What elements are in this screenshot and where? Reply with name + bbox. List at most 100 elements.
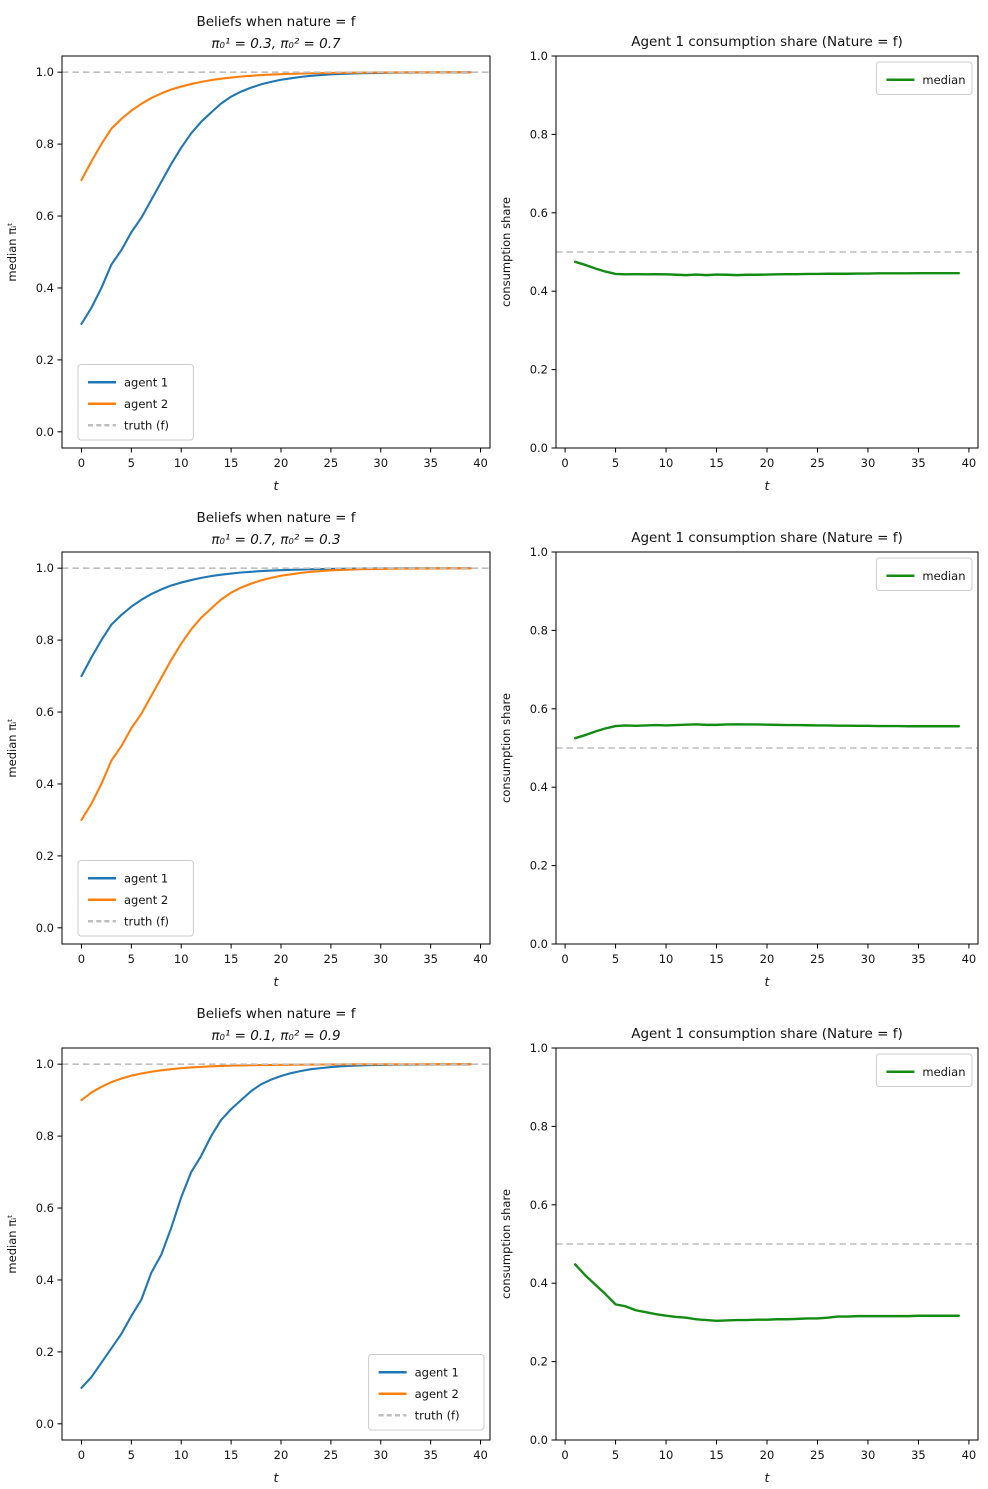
y-tick-label: 0.8 bbox=[530, 623, 548, 637]
x-tick-label: 40 bbox=[962, 456, 977, 470]
series-line-agent-2 bbox=[80, 1063, 472, 1102]
legend-label: truth (f) bbox=[124, 418, 169, 432]
x-tick-label: 25 bbox=[810, 1448, 825, 1462]
y-tick-label: 0.4 bbox=[530, 1276, 548, 1290]
legend: agent 1 agent 2 truth (f) bbox=[368, 1354, 485, 1431]
x-tick-label: 15 bbox=[709, 456, 724, 470]
x-tick-label: 25 bbox=[324, 952, 339, 966]
x-tick-label: 0 bbox=[561, 952, 568, 966]
legend-box bbox=[875, 61, 973, 95]
x-tick-label: 40 bbox=[473, 952, 488, 966]
x-tick-label: 10 bbox=[659, 952, 674, 966]
x-tick-label: 20 bbox=[274, 456, 289, 470]
y-axis-label: median πᵢᵗ bbox=[5, 1214, 19, 1273]
y-tick-label: 0.2 bbox=[36, 1345, 54, 1359]
axes-frame bbox=[61, 551, 491, 945]
chart-subtitle: π₀¹ = 0.1, π₀² = 0.9 bbox=[211, 1028, 340, 1044]
chart-title: Beliefs when nature = f bbox=[196, 510, 356, 526]
y-axis-label: median πᵢᵗ bbox=[5, 718, 19, 777]
y-tick-label: 0.8 bbox=[36, 1129, 54, 1143]
x-tick-label: 30 bbox=[373, 1448, 388, 1462]
x-tick-label: 35 bbox=[911, 456, 926, 470]
y-tick-label: 1.0 bbox=[530, 545, 548, 559]
subplot-share-row3: Agent 1 consumption share (Nature = f) 0 5… bbox=[494, 992, 988, 1488]
x-tick-label: 20 bbox=[274, 952, 289, 966]
y-tick-label: 0.8 bbox=[36, 633, 54, 647]
y-tick-label: 0.8 bbox=[530, 1119, 548, 1133]
y-tick-label: 1.0 bbox=[530, 49, 548, 63]
legend: median bbox=[875, 557, 973, 591]
y-tick-label: 0.6 bbox=[36, 1201, 54, 1215]
x-tick-label: 15 bbox=[224, 1448, 239, 1462]
x-tick-label: 25 bbox=[324, 1448, 339, 1462]
y-tick-label: 0.2 bbox=[36, 353, 54, 367]
legend-label: median bbox=[922, 1065, 965, 1079]
x-tick-label: 35 bbox=[423, 952, 438, 966]
legend-label: agent 1 bbox=[124, 871, 168, 885]
subplot-beliefs-row2: Beliefs when nature = f π₀¹ = 0.7, π₀² = … bbox=[0, 496, 494, 992]
chart-share-row2: Agent 1 consumption share (Nature = f) 0 5… bbox=[499, 530, 979, 989]
subplot-beliefs-row3: Beliefs when nature = f π₀¹ = 0.1, π₀² = … bbox=[0, 992, 494, 1488]
x-tick-label: 15 bbox=[709, 952, 724, 966]
x-axis-label: t bbox=[765, 1470, 771, 1485]
x-tick-label: 15 bbox=[709, 1448, 724, 1462]
chart-beliefs-row1: Beliefs when nature = f π₀¹ = 0.3, π₀² = … bbox=[5, 14, 491, 493]
axes-frame bbox=[555, 1047, 979, 1441]
x-axis-label: t bbox=[765, 478, 771, 493]
x-tick-label: 25 bbox=[324, 456, 339, 470]
x-tick-label: 5 bbox=[612, 456, 619, 470]
x-tick-label: 30 bbox=[861, 1448, 876, 1462]
x-tick-label: 0 bbox=[78, 456, 85, 470]
series-line-median bbox=[573, 1263, 961, 1323]
series-line-agent-1 bbox=[80, 71, 472, 325]
y-tick-label: 0.6 bbox=[530, 206, 548, 220]
series-line-agent-2 bbox=[80, 71, 472, 182]
chart-beliefs-row2: Beliefs when nature = f π₀¹ = 0.7, π₀² = … bbox=[5, 510, 491, 989]
legend: median bbox=[875, 61, 973, 95]
series-line-median bbox=[573, 723, 961, 740]
y-tick-label: 0.0 bbox=[36, 1417, 54, 1431]
series-line-agent-1 bbox=[80, 567, 472, 678]
legend-box bbox=[875, 557, 973, 591]
chart-subtitle: π₀¹ = 0.7, π₀² = 0.3 bbox=[211, 532, 340, 548]
x-tick-label: 40 bbox=[473, 1448, 488, 1462]
x-tick-label: 35 bbox=[911, 952, 926, 966]
chart-title: Agent 1 consumption share (Nature = f) bbox=[631, 1026, 903, 1042]
legend-label: median bbox=[922, 569, 965, 583]
x-tick-label: 10 bbox=[174, 952, 189, 966]
axes-frame bbox=[61, 55, 491, 449]
y-tick-label: 0.0 bbox=[530, 441, 548, 455]
y-tick-label: 0.6 bbox=[36, 705, 54, 719]
x-tick-label: 0 bbox=[78, 1448, 85, 1462]
x-tick-label: 20 bbox=[760, 1448, 775, 1462]
x-tick-label: 35 bbox=[423, 456, 438, 470]
legend: agent 1 agent 2 truth (f) bbox=[77, 860, 194, 937]
y-tick-label: 0.6 bbox=[530, 1198, 548, 1212]
x-tick-label: 5 bbox=[128, 1448, 135, 1462]
x-tick-label: 15 bbox=[224, 456, 239, 470]
y-tick-label: 0.0 bbox=[36, 425, 54, 439]
x-tick-label: 0 bbox=[78, 952, 85, 966]
y-tick-label: 0.2 bbox=[530, 859, 548, 873]
series-line-median bbox=[573, 260, 961, 277]
x-tick-label: 10 bbox=[174, 456, 189, 470]
x-tick-label: 0 bbox=[561, 456, 568, 470]
x-tick-label: 40 bbox=[962, 1448, 977, 1462]
x-tick-label: 30 bbox=[373, 952, 388, 966]
subplot-share-row2: Agent 1 consumption share (Nature = f) 0 5… bbox=[494, 496, 988, 992]
y-tick-label: 0.4 bbox=[36, 777, 54, 791]
chart-title: Agent 1 consumption share (Nature = f) bbox=[631, 530, 903, 546]
legend-label: truth (f) bbox=[415, 1408, 460, 1422]
x-tick-label: 5 bbox=[612, 1448, 619, 1462]
axes-frame bbox=[61, 1047, 491, 1441]
x-axis-label: t bbox=[274, 974, 280, 989]
x-tick-label: 40 bbox=[962, 952, 977, 966]
x-tick-label: 10 bbox=[659, 1448, 674, 1462]
y-axis-label: consumption share bbox=[499, 693, 513, 803]
legend-label: agent 2 bbox=[415, 1387, 459, 1401]
chart-title: Beliefs when nature = f bbox=[196, 14, 356, 30]
chart-title: Beliefs when nature = f bbox=[196, 1006, 356, 1022]
x-tick-label: 30 bbox=[861, 456, 876, 470]
y-axis-label: consumption share bbox=[499, 1189, 513, 1299]
legend-box bbox=[875, 1053, 973, 1087]
